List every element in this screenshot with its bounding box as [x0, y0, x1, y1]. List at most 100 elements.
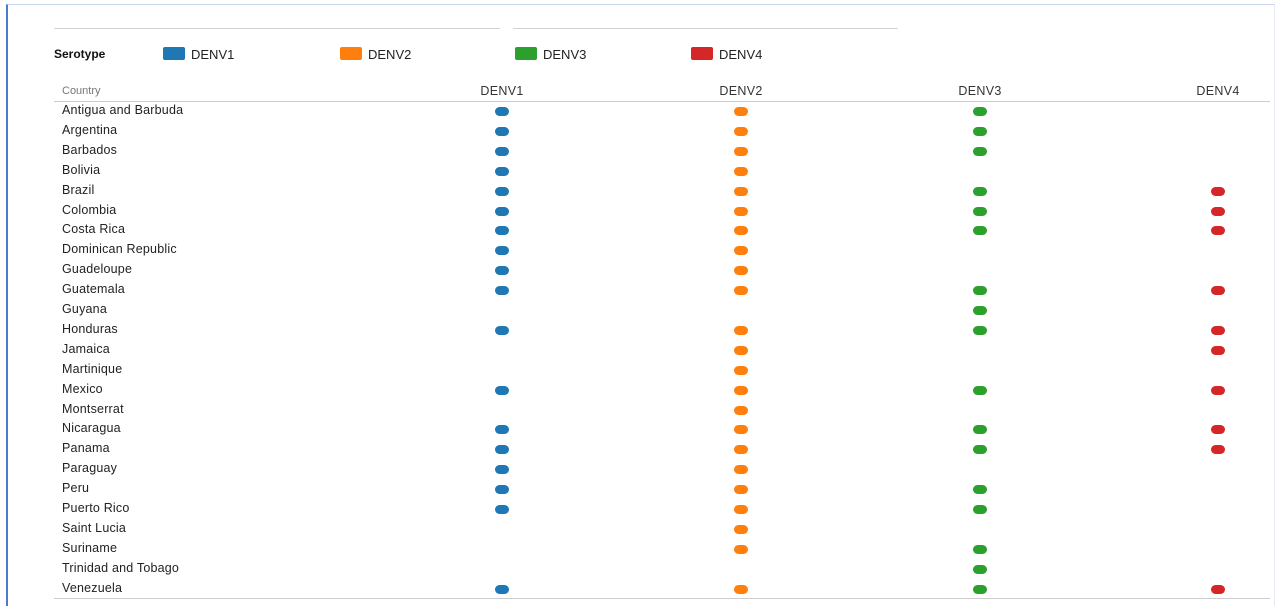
row-label: Colombia: [62, 202, 117, 217]
presence-dot-denv2[interactable]: [734, 485, 748, 495]
presence-dot-denv1[interactable]: [495, 246, 509, 256]
presence-dot-denv3[interactable]: [973, 206, 987, 216]
presence-dot-denv2[interactable]: [734, 266, 748, 276]
presence-dot-denv1[interactable]: [495, 286, 509, 296]
table-bottom-divider: [54, 598, 1270, 599]
presence-dot-denv4[interactable]: [1211, 206, 1225, 216]
presence-dot-denv3[interactable]: [973, 325, 987, 335]
presence-dot-denv1[interactable]: [495, 485, 509, 495]
presence-dot-denv3[interactable]: [973, 306, 987, 315]
presence-dot-denv2[interactable]: [734, 126, 748, 136]
presence-dot-denv1[interactable]: [495, 206, 509, 216]
row-label: Paraguay: [62, 461, 118, 476]
presence-dot-denv1[interactable]: [495, 126, 509, 136]
presence-dot-denv3[interactable]: [973, 107, 987, 116]
presence-dot-denv4[interactable]: [1211, 186, 1225, 196]
presence-dot-denv3[interactable]: [973, 445, 987, 455]
presence-dot-denv4[interactable]: [1211, 425, 1225, 435]
presence-dot-denv2[interactable]: [734, 544, 748, 554]
presence-dot-denv3[interactable]: [973, 564, 987, 574]
presence-dot-denv1[interactable]: [495, 385, 509, 395]
presence-dot-denv3[interactable]: [973, 505, 987, 514]
presence-dot-denv4[interactable]: [1211, 286, 1225, 296]
presence-dot-denv2[interactable]: [734, 226, 748, 236]
presence-dot-denv3[interactable]: [973, 126, 987, 136]
row-label: Venezuela: [62, 580, 123, 595]
presence-dot-denv2[interactable]: [734, 325, 748, 335]
presence-dot-denv2[interactable]: [734, 206, 748, 216]
presence-dot-denv1[interactable]: [495, 226, 509, 236]
row-label: Jamaica: [62, 341, 110, 356]
presence-dot-denv3[interactable]: [973, 584, 987, 594]
presence-dot-denv1[interactable]: [495, 186, 509, 196]
legend-swatch: [515, 47, 537, 60]
presence-dot-denv1[interactable]: [495, 146, 509, 156]
row-label: Trinidad and Tobago: [62, 560, 180, 575]
presence-dot-denv2[interactable]: [734, 465, 748, 475]
column-header-denv4[interactable]: DENV4: [1196, 84, 1240, 98]
presence-dot-denv2[interactable]: [734, 425, 748, 435]
row-label: Bolivia: [62, 162, 101, 177]
presence-dot-denv2[interactable]: [734, 524, 748, 534]
presence-dot-denv1[interactable]: [495, 325, 509, 335]
presence-dot-denv2[interactable]: [734, 385, 748, 395]
presence-dot-denv2[interactable]: [734, 186, 748, 196]
row-label: Guadeloupe: [62, 262, 133, 277]
presence-dot-denv1[interactable]: [495, 266, 509, 276]
presence-dot-denv3[interactable]: [973, 485, 987, 495]
chart-frame: [6, 4, 1275, 606]
row-label: Panama: [62, 441, 110, 456]
presence-dot-denv4[interactable]: [1211, 325, 1225, 335]
presence-dot-denv4[interactable]: [1211, 385, 1225, 395]
presence-dot-denv2[interactable]: [734, 365, 748, 375]
legend-title: Serotype: [54, 47, 106, 61]
row-label: Mexico: [62, 381, 103, 396]
row-label: Nicaragua: [62, 421, 121, 436]
legend-label: DENV3: [543, 47, 587, 62]
presence-dot-denv4[interactable]: [1211, 445, 1225, 455]
presence-dot-denv1[interactable]: [495, 465, 509, 475]
presence-dot-denv1[interactable]: [495, 166, 509, 176]
presence-dot-denv2[interactable]: [734, 146, 748, 156]
presence-dot-denv2[interactable]: [734, 405, 748, 415]
presence-dot-denv1[interactable]: [495, 505, 509, 514]
presence-dot-denv2[interactable]: [734, 166, 748, 176]
presence-dot-denv4[interactable]: [1211, 345, 1225, 355]
presence-dot-denv3[interactable]: [973, 146, 987, 156]
presence-dot-denv2[interactable]: [734, 286, 748, 296]
row-label: Barbados: [62, 142, 118, 157]
presence-dot-denv4[interactable]: [1211, 226, 1225, 236]
column-header-country[interactable]: Country: [62, 85, 101, 97]
row-label: Honduras: [62, 321, 118, 336]
presence-dot-denv3[interactable]: [973, 425, 987, 435]
row-label: Guatemala: [62, 282, 125, 297]
column-header-denv1[interactable]: DENV1: [480, 84, 524, 98]
header-divider: [54, 101, 1270, 102]
presence-dot-denv1[interactable]: [495, 107, 509, 116]
presence-dot-denv2[interactable]: [734, 246, 748, 256]
presence-dot-denv1[interactable]: [495, 584, 509, 594]
presence-dot-denv2[interactable]: [734, 584, 748, 594]
row-label: Saint Lucia: [62, 520, 127, 535]
presence-dot-denv1[interactable]: [495, 445, 509, 455]
row-label: Antigua and Barbuda: [62, 103, 184, 117]
row-label: Martinique: [62, 361, 123, 376]
presence-dot-denv3[interactable]: [973, 226, 987, 236]
presence-dot-denv2[interactable]: [734, 505, 748, 514]
row-label: Guyana: [62, 302, 107, 316]
presence-dot-denv2[interactable]: [734, 345, 748, 355]
presence-dot-denv2[interactable]: [734, 107, 748, 116]
presence-dot-denv4[interactable]: [1211, 584, 1225, 594]
presence-dot-denv1[interactable]: [495, 425, 509, 435]
presence-dot-denv2[interactable]: [734, 445, 748, 455]
column-header-denv3[interactable]: DENV3: [958, 84, 1002, 98]
row-label: Puerto Rico: [62, 501, 130, 515]
legend-label: DENV1: [191, 47, 235, 62]
presence-dot-denv3[interactable]: [973, 286, 987, 296]
column-header-denv2[interactable]: DENV2: [719, 84, 763, 98]
presence-dot-denv3[interactable]: [973, 544, 987, 554]
presence-dot-denv3[interactable]: [973, 385, 987, 395]
filter-divider-right: [513, 28, 898, 29]
presence-dot-denv3[interactable]: [973, 186, 987, 196]
